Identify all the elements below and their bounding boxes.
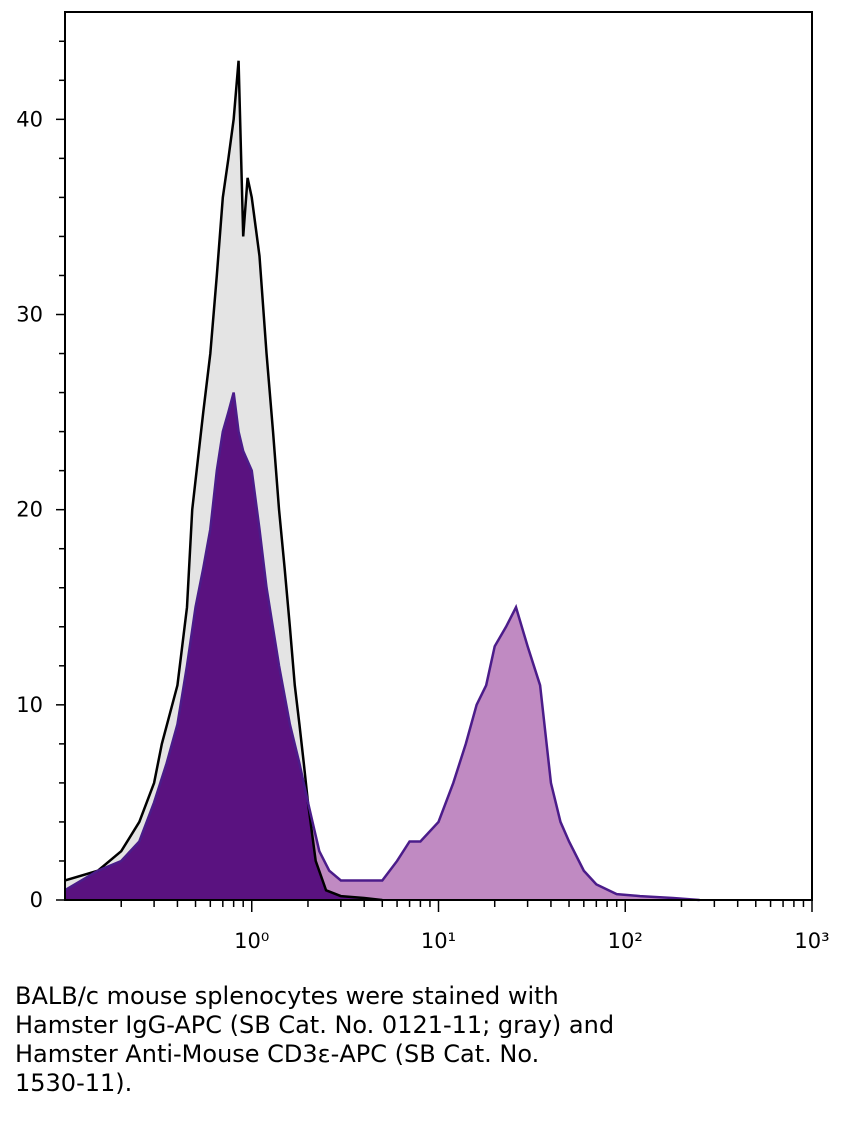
series-line xyxy=(64,60,383,902)
overlap-fill xyxy=(65,392,383,900)
caption-line: Hamster Anti-Mouse CD3ε-APC (SB Cat. No. xyxy=(15,1040,539,1068)
y-tick-label: 10 xyxy=(16,693,43,717)
x-tick-label: 10¹ xyxy=(421,929,456,953)
x-tick-label: 10² xyxy=(608,929,643,953)
caption-line: BALB/c mouse splenocytes were stained wi… xyxy=(15,982,559,1010)
y-tick-label: 40 xyxy=(16,107,43,131)
plot-area xyxy=(64,60,700,902)
y-tick-label: 20 xyxy=(16,498,43,522)
caption-line: Hamster IgG-APC (SB Cat. No. 0121-11; gr… xyxy=(15,1011,614,1039)
y-tick-label: 0 xyxy=(30,888,43,912)
series-line xyxy=(64,392,700,902)
y-tick-label: 30 xyxy=(16,303,43,327)
x-tick-label: 10³ xyxy=(794,929,829,953)
caption-line: 1530-11). xyxy=(15,1069,132,1097)
x-tick-label: 10⁰ xyxy=(234,929,269,953)
